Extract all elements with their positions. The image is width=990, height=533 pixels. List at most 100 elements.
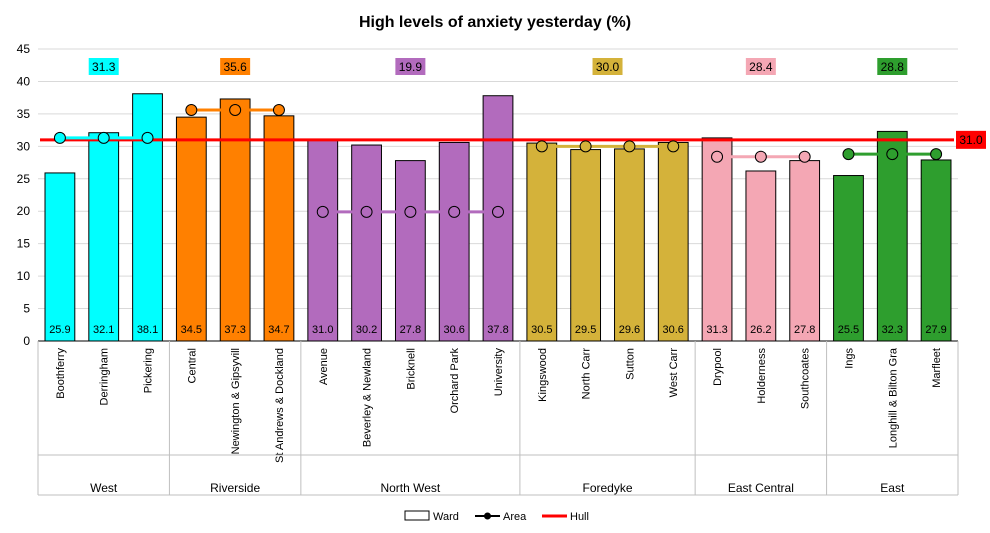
- ward-bar: [88, 132, 120, 342]
- legend-area-marker: [484, 512, 491, 520]
- hull-label-box: [956, 130, 986, 149]
- area-value-label: 35.6: [223, 60, 247, 74]
- ward-category-label: Kingswood: [537, 348, 549, 402]
- area-marker: [492, 205, 504, 218]
- ward-value-labels: 25.9 32.1 38.1 34.5 37.3 34.7 31.0 30.2 27.8 30.6…: [49, 324, 947, 336]
- area-marker: [141, 131, 154, 144]
- ward-value-label: 30.5: [531, 324, 552, 336]
- ward-value-label: 26.2: [750, 324, 771, 336]
- area-label-box: [220, 58, 251, 75]
- ward-bar: [219, 98, 251, 342]
- ward-value-label: 25.9: [49, 324, 70, 336]
- group-label: East Central: [728, 481, 794, 495]
- y-tick-label: 30: [17, 139, 31, 153]
- area-marker: [272, 103, 285, 116]
- ward-category-label: Newington & Gipsyvill: [230, 348, 242, 454]
- area-value-label: 19.9: [399, 60, 423, 74]
- ward-bar: [876, 130, 908, 342]
- area-value-label: 28.4: [749, 60, 773, 74]
- ward-category-label: North Carr: [581, 348, 593, 400]
- ward-category-label: Boothferry: [55, 348, 67, 399]
- area-marker: [667, 140, 680, 153]
- area-marker: [448, 205, 461, 218]
- ward-category-label: West Carr: [668, 348, 680, 398]
- area-value-label: 30.0: [596, 60, 620, 74]
- ward-value-label: 30.2: [356, 324, 377, 336]
- ward-bar: [132, 93, 163, 342]
- legend-ward-label: Ward: [433, 511, 459, 523]
- ward-bar: [920, 159, 952, 342]
- ward-category-label: Longhill & Bilton Gra: [887, 347, 899, 448]
- group-label: West: [90, 481, 118, 495]
- ward-value-label: 31.3: [706, 324, 727, 336]
- area-marker: [185, 103, 198, 116]
- ward-value-label: 27.9: [925, 324, 946, 336]
- group-label: Foredyke: [583, 481, 633, 495]
- ward-category-label: Ings: [843, 348, 855, 369]
- hull-value-label: 31.0: [959, 133, 983, 147]
- y-tick-label: 15: [17, 237, 31, 251]
- y-tick-label: 0: [23, 334, 30, 348]
- ward-value-label: 34.7: [268, 324, 289, 336]
- group-label: Riverside: [210, 481, 260, 495]
- area-label-box: [877, 58, 908, 75]
- ward-category-label: Avenue: [318, 348, 330, 385]
- x-axis: Boothferry Derringham Pickering Central Newi…: [37, 340, 959, 496]
- area-label-box: [88, 58, 119, 75]
- ward-bar: [438, 141, 470, 342]
- ward-value-label: 37.3: [224, 324, 245, 336]
- area-marker: [404, 205, 417, 218]
- ward-value-label: 27.8: [400, 324, 421, 336]
- chart-title: High levels of anxiety yesterday (%): [359, 14, 631, 31]
- ward-value-label: 32.3: [882, 324, 903, 336]
- ward-value-label: 32.1: [93, 324, 114, 336]
- ward-value-label: 30.6: [443, 324, 464, 336]
- ward-bar: [175, 116, 207, 342]
- ward-value-label: 27.8: [794, 324, 815, 336]
- y-tick-label: 40: [17, 74, 31, 88]
- area-marker: [842, 148, 855, 161]
- ward-category-label: University: [493, 348, 505, 397]
- legend-ward-swatch: [404, 510, 430, 521]
- ward-bar: [657, 141, 689, 342]
- ward-bar: [44, 172, 76, 342]
- area-marker: [535, 140, 548, 153]
- ward-value-label: 29.5: [575, 324, 596, 336]
- group-label: East: [880, 481, 905, 495]
- ward-bar: [833, 175, 864, 342]
- legend: Ward Area Hull: [404, 510, 589, 523]
- y-tick-label: 5: [23, 302, 30, 316]
- ward-category-label: Orchard Park: [449, 348, 461, 414]
- ward-category-label: Holderness: [756, 348, 768, 404]
- area-lines: 31.3 35.6 19.9 30.0 28.4 28.8: [53, 58, 943, 218]
- y-tick-label: 25: [17, 172, 31, 186]
- area-marker: [930, 148, 943, 161]
- area-marker: [360, 205, 373, 218]
- group-label: North West: [380, 481, 440, 495]
- ward-category-label: Sutton: [624, 348, 636, 380]
- ward-bar: [701, 137, 733, 342]
- area-marker: [623, 140, 636, 153]
- ward-category-label: Derringham: [99, 348, 111, 405]
- y-tick-label: 45: [17, 42, 31, 56]
- area-marker: [711, 150, 724, 163]
- ward-value-label: 30.6: [663, 324, 684, 336]
- ward-value-label: 31.0: [312, 324, 333, 336]
- ward-category-label: Southcoates: [800, 348, 812, 410]
- area-marker: [579, 140, 592, 153]
- ward-category-label: Beverley & Newland: [362, 348, 374, 447]
- ward-bar: [570, 149, 602, 342]
- area-label-box: [745, 58, 776, 75]
- ward-bar: [789, 160, 821, 342]
- ward-bar: [482, 95, 514, 342]
- ward-value-label: 38.1: [137, 324, 158, 336]
- area-marker: [886, 148, 899, 161]
- ward-bar: [394, 160, 426, 342]
- area-marker: [97, 131, 110, 144]
- area-marker: [798, 150, 811, 163]
- area-marker: [229, 103, 242, 116]
- ward-value-label: 34.5: [181, 324, 202, 336]
- legend-area-label: Area: [503, 511, 527, 523]
- area-marker: [53, 131, 66, 144]
